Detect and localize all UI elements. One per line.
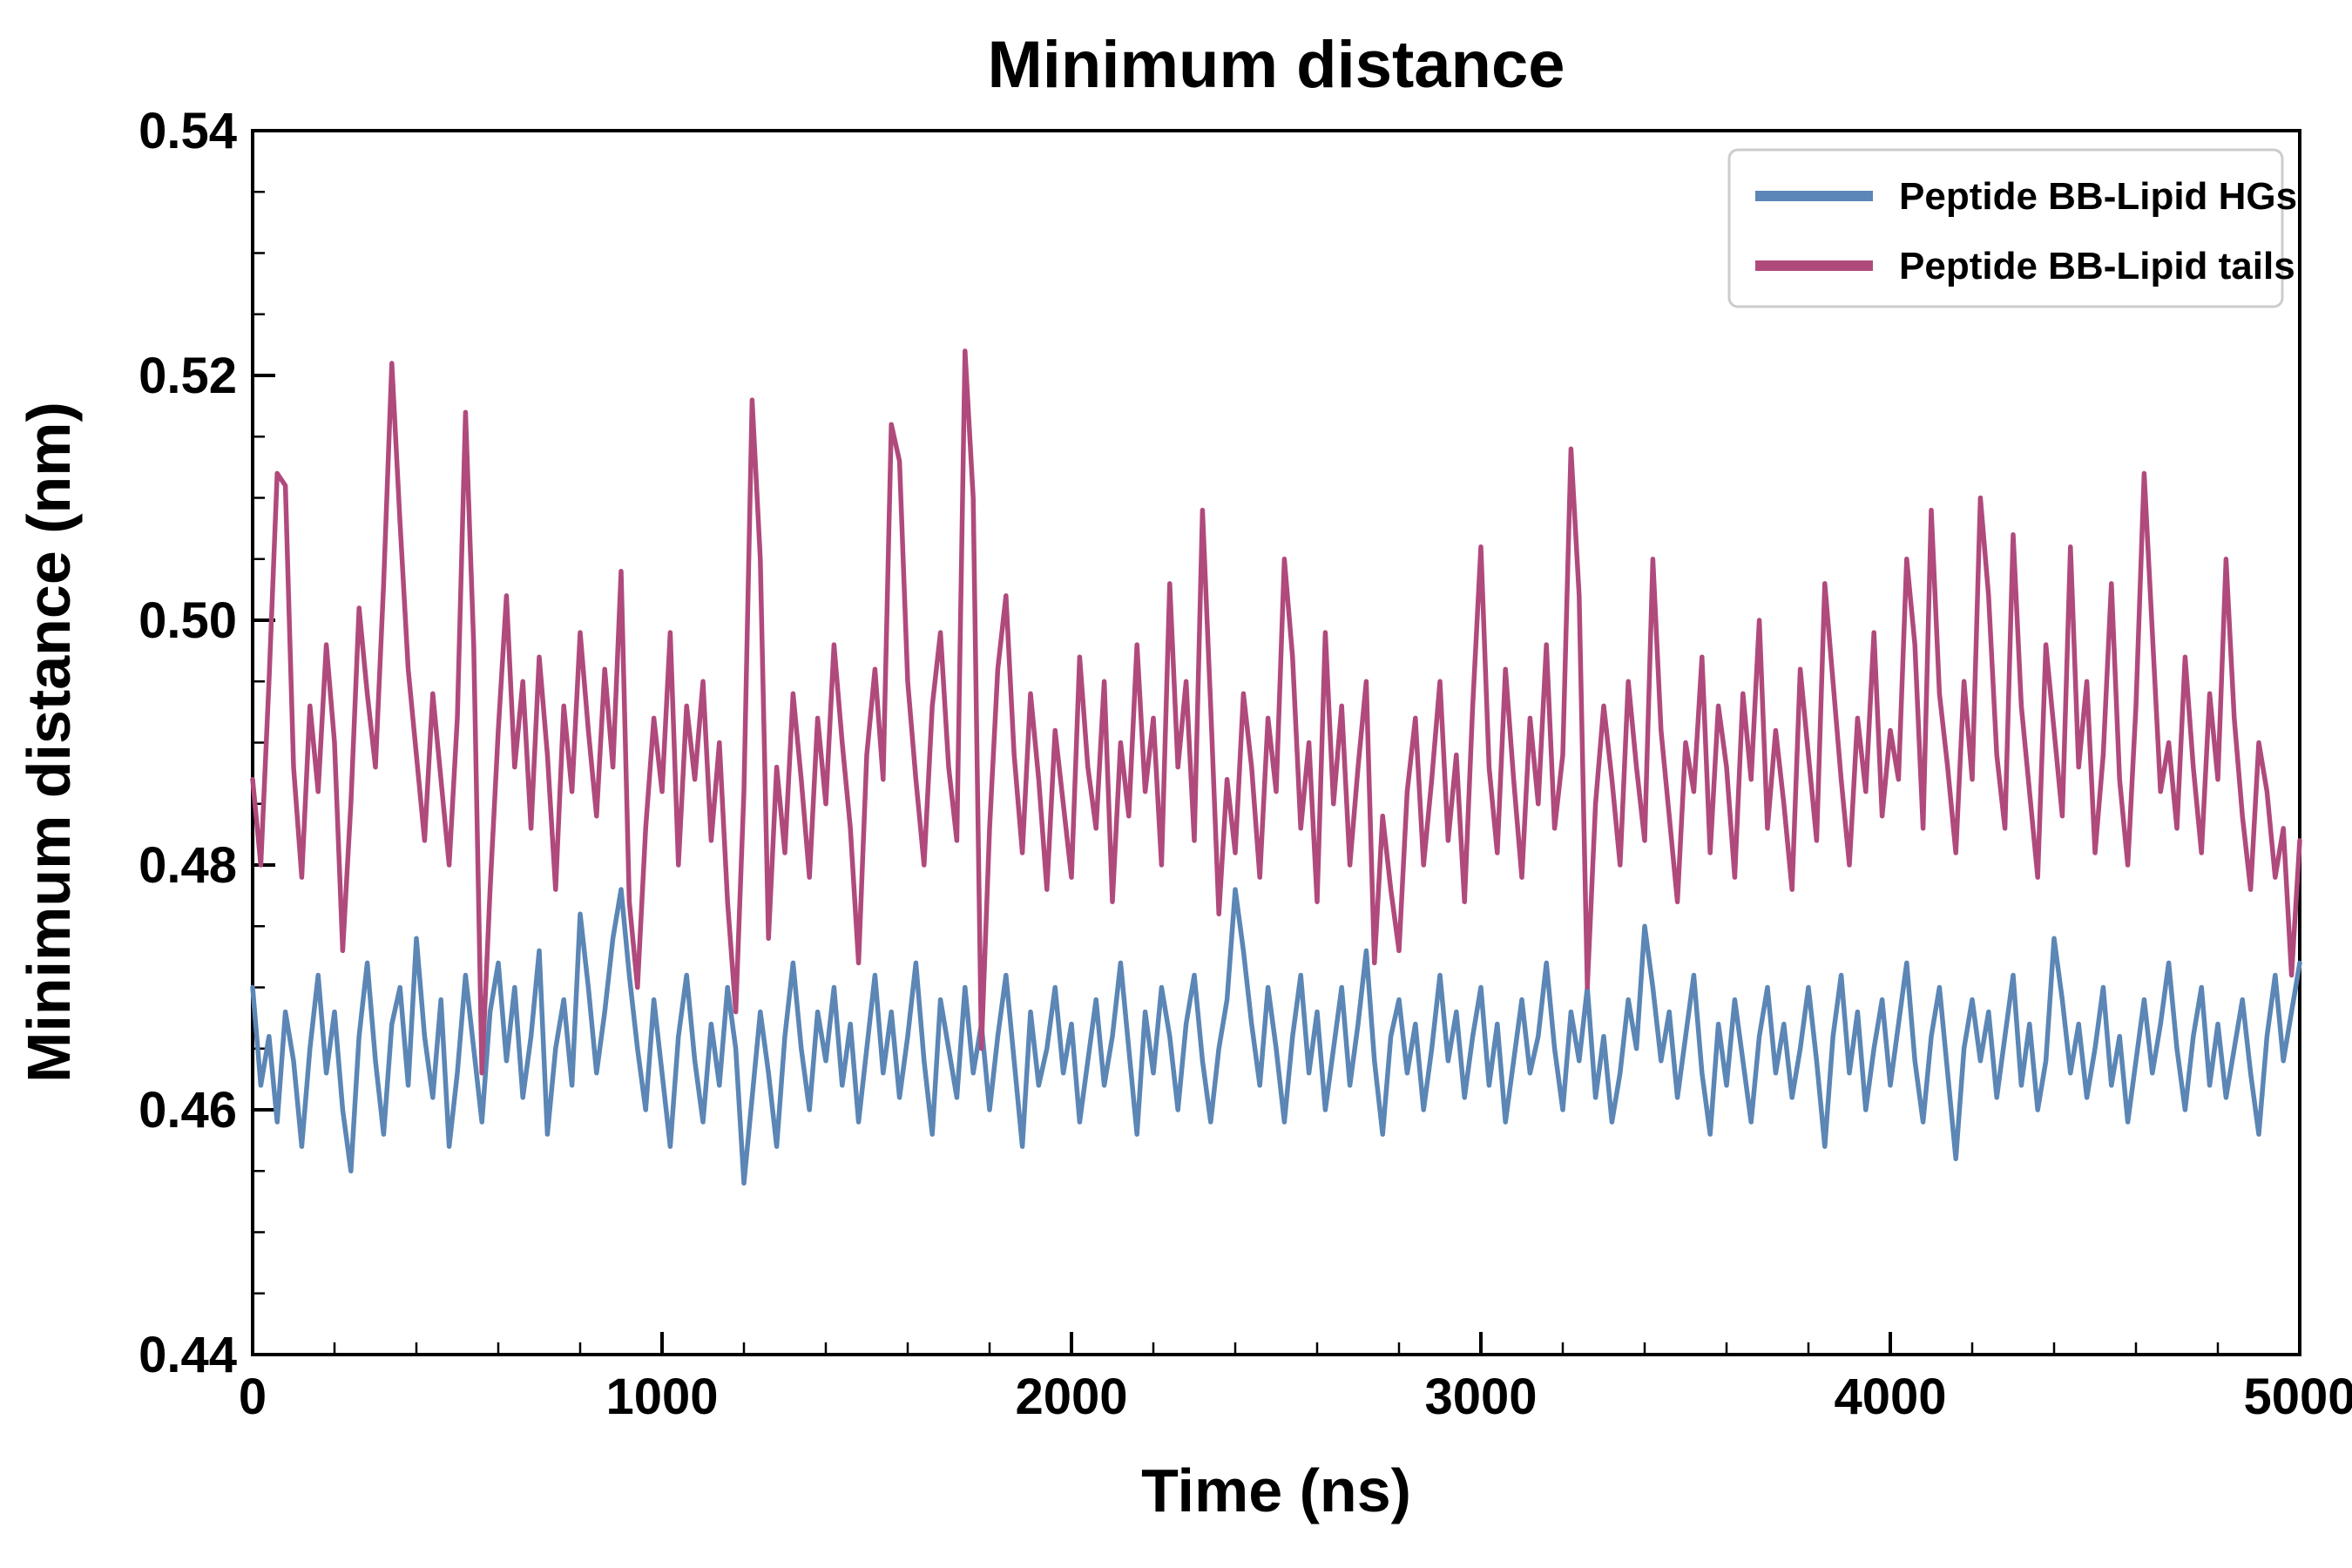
x-tick-label: 4000 [1834, 1369, 1946, 1425]
y-tick-label: 0.48 [139, 837, 237, 894]
series-line-1 [250, 348, 2302, 1076]
chart-title: Minimum distance [988, 28, 1565, 102]
y-tick-label: 0.50 [139, 592, 237, 649]
x-tick-label: 3000 [1424, 1369, 1537, 1425]
x-tick-label: 5000 [2243, 1369, 2352, 1425]
x-tick-label: 2000 [1015, 1369, 1127, 1425]
y-axis-label: Minimum distance (nm) [15, 402, 83, 1083]
series-line-0 [250, 887, 2302, 1186]
axis-ticks [251, 129, 2301, 1356]
x-tick-label: 1000 [605, 1369, 718, 1425]
series-lines [250, 348, 2302, 1186]
legend-label-tails: Peptide BB-Lipid tails [1899, 245, 2295, 287]
legend: Peptide BB-Lipid HGs Peptide BB-Lipid ta… [1727, 148, 2297, 308]
axis-tick-labels: 0 1000 2000 3000 4000 5000 0.44 0.46 0.48 0.50 0.5… [139, 103, 2352, 1425]
legend-label-hgs: Peptide BB-Lipid HGs [1899, 175, 2297, 218]
y-tick-label: 0.46 [139, 1082, 237, 1139]
y-tick-label: 0.44 [139, 1327, 237, 1383]
y-tick-label: 0.54 [139, 103, 237, 159]
x-axis-label: Time (ns) [1141, 1456, 1411, 1524]
x-tick-label: 0 [239, 1369, 267, 1425]
y-tick-label: 0.52 [139, 348, 237, 404]
